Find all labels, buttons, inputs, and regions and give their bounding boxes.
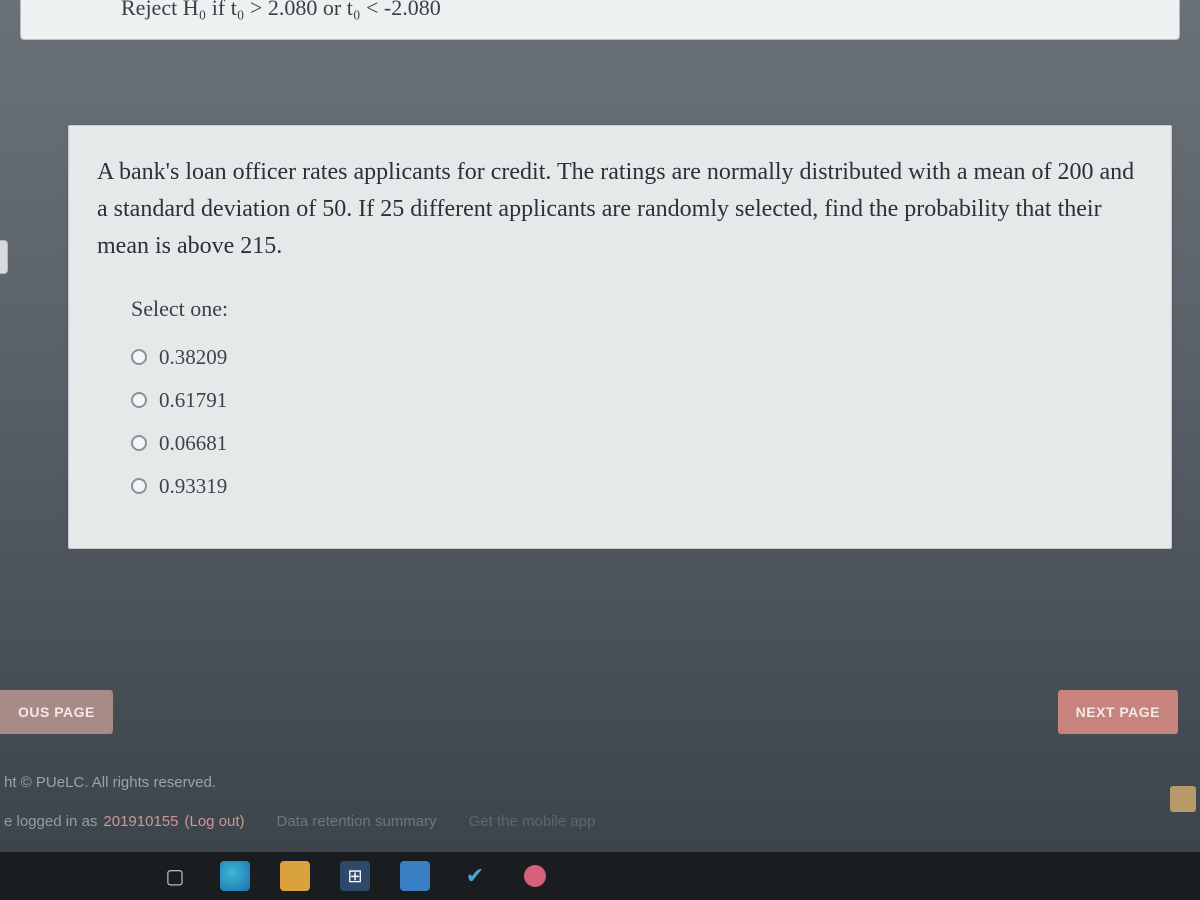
radio-icon xyxy=(131,349,147,365)
option-label: 0.61791 xyxy=(159,388,227,413)
nav-row: OUS PAGE NEXT PAGE xyxy=(0,690,1178,734)
microsoft-store-icon[interactable] xyxy=(340,861,370,891)
option-label: 0.38209 xyxy=(159,345,227,370)
page-footer: ht © PUeLC. All rights reserved. e logge… xyxy=(0,764,1200,840)
login-prefix: e logged in as xyxy=(4,813,97,830)
logout-link[interactable]: (Log out) xyxy=(185,813,245,830)
edge-browser-icon[interactable] xyxy=(220,861,250,891)
option-row[interactable]: 0.93319 xyxy=(131,465,1143,508)
options-block: Select one: 0.38209 0.61791 0.06681 0.93… xyxy=(97,296,1143,508)
windows-taskbar: ▢ ✔ xyxy=(0,852,1200,900)
checkmark-icon[interactable]: ✔ xyxy=(460,861,490,891)
previous-question-fragment: Reject H₀ if t₀ > 2.080 or t₀ < -2.080 xyxy=(121,0,441,21)
previous-question-card: Reject H₀ if t₀ > 2.080 or t₀ < -2.080 xyxy=(20,0,1180,40)
copyright-text: ht © PUeLC. All rights reserved. xyxy=(4,774,1196,791)
option-row[interactable]: 0.06681 xyxy=(131,422,1143,465)
option-label: 0.93319 xyxy=(159,474,227,499)
question-prompt: A bank's loan officer rates applicants f… xyxy=(97,154,1143,266)
file-explorer-icon[interactable] xyxy=(280,861,310,891)
app-icon[interactable] xyxy=(520,861,550,891)
radio-icon xyxy=(131,392,147,408)
data-retention-link[interactable]: Data retention summary xyxy=(277,813,437,830)
option-row[interactable]: 0.38209 xyxy=(131,336,1143,379)
mobile-app-link[interactable]: Get the mobile app xyxy=(469,813,596,830)
username: 201910155 xyxy=(103,813,178,830)
help-badge-icon[interactable] xyxy=(1170,786,1196,812)
question-card: A bank's loan officer rates applicants f… xyxy=(68,125,1172,549)
select-one-label: Select one: xyxy=(131,296,1143,322)
login-status: e logged in as 201910155 (Log out) Data … xyxy=(4,813,1196,830)
radio-icon xyxy=(131,435,147,451)
option-row[interactable]: 0.61791 xyxy=(131,379,1143,422)
previous-page-button[interactable]: OUS PAGE xyxy=(0,690,113,734)
option-label: 0.06681 xyxy=(159,431,227,456)
task-view-icon[interactable]: ▢ xyxy=(160,861,190,891)
mail-icon[interactable] xyxy=(400,861,430,891)
next-page-button[interactable]: NEXT PAGE xyxy=(1058,690,1178,734)
question-number-badge xyxy=(0,240,8,274)
radio-icon xyxy=(131,478,147,494)
